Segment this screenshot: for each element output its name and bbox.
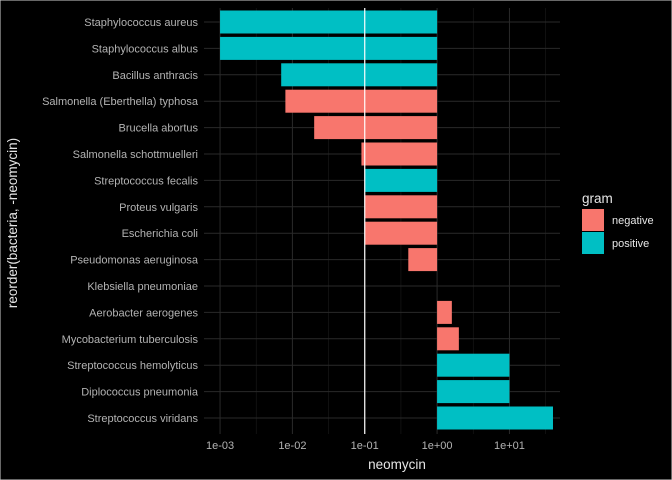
legend-label-positive: positive [612, 238, 649, 250]
bars [220, 10, 553, 430]
y-tick-label: Streptococcus viridans [87, 413, 198, 425]
y-tick-label: Klebsiella pneumoniae [87, 281, 198, 293]
legend: gram negative positive [582, 191, 654, 254]
bar-bacillus-anthracis [281, 63, 438, 87]
y-tick-label: Mycobacterium tuberculosis [62, 334, 199, 346]
y-tick-label: Staphylococcus albus [92, 43, 199, 55]
legend-title: gram [582, 191, 613, 206]
bar-streptococcus-viridans [437, 406, 553, 430]
y-tick-label: Salmonella (Eberthella) typhosa [42, 96, 199, 108]
bar-salmonella-schottmuelleri [361, 142, 438, 166]
x-axis-title: neomycin [368, 457, 426, 472]
x-tick-label: 1e-02 [278, 440, 306, 452]
y-tick-label: Bacillus anthracis [112, 70, 198, 82]
y-tick-label: Pseudomonas aeruginosa [70, 255, 199, 267]
legend-key-negative [582, 209, 604, 231]
y-axis-title: reorder(bacteria, -neomycin) [5, 138, 20, 308]
x-tick-label: 1e-01 [351, 440, 379, 452]
bar-proteus-vulgaris [364, 195, 438, 219]
y-tick-label: Proteus vulgaris [119, 202, 198, 214]
y-tick-label: Streptococcus hemolyticus [67, 360, 198, 372]
bar-diplococcus-pneumonia [437, 380, 510, 404]
bar-streptococcus-hemolyticus [437, 353, 510, 377]
bar-escherichia-coli [364, 221, 438, 245]
y-tick-label: Diplococcus pneumonia [81, 387, 199, 399]
bar-streptococcus-fecalis [364, 168, 438, 192]
legend-label-negative: negative [612, 215, 654, 227]
bar-mycobacterium-tuberculosis [437, 327, 459, 351]
legend-key-positive [582, 232, 604, 254]
y-tick-label: Brucella abortus [119, 123, 199, 135]
y-tick-label: Salmonella schottmuelleri [73, 149, 198, 161]
y-tick-labels: Staphylococcus aureus Staphylococcus albu… [42, 17, 199, 425]
y-tick-label: Staphylococcus aureus [84, 17, 198, 29]
bar-staphylococcus-aureus [220, 10, 438, 34]
bar-pseudomonas-aeruginosa [408, 248, 438, 272]
y-tick-label: Aerobacter aerogenes [89, 307, 198, 319]
bar-salmonella-eberthella-typhosa [285, 89, 438, 113]
x-tick-label: 1e+01 [494, 440, 525, 452]
y-tick-label: Streptococcus fecalis [94, 175, 198, 187]
x-tick-label: 1e-03 [206, 440, 234, 452]
bar-brucella-abortus [314, 116, 438, 140]
bar-staphylococcus-albus [220, 36, 438, 60]
bar-aerobacter-aerogenes [437, 300, 452, 324]
x-tick-label: 1e+00 [422, 440, 453, 452]
x-tick-labels: 1e-03 1e-02 1e-01 1e+00 1e+01 [206, 440, 525, 452]
y-tick-label: Escherichia coli [122, 228, 198, 240]
